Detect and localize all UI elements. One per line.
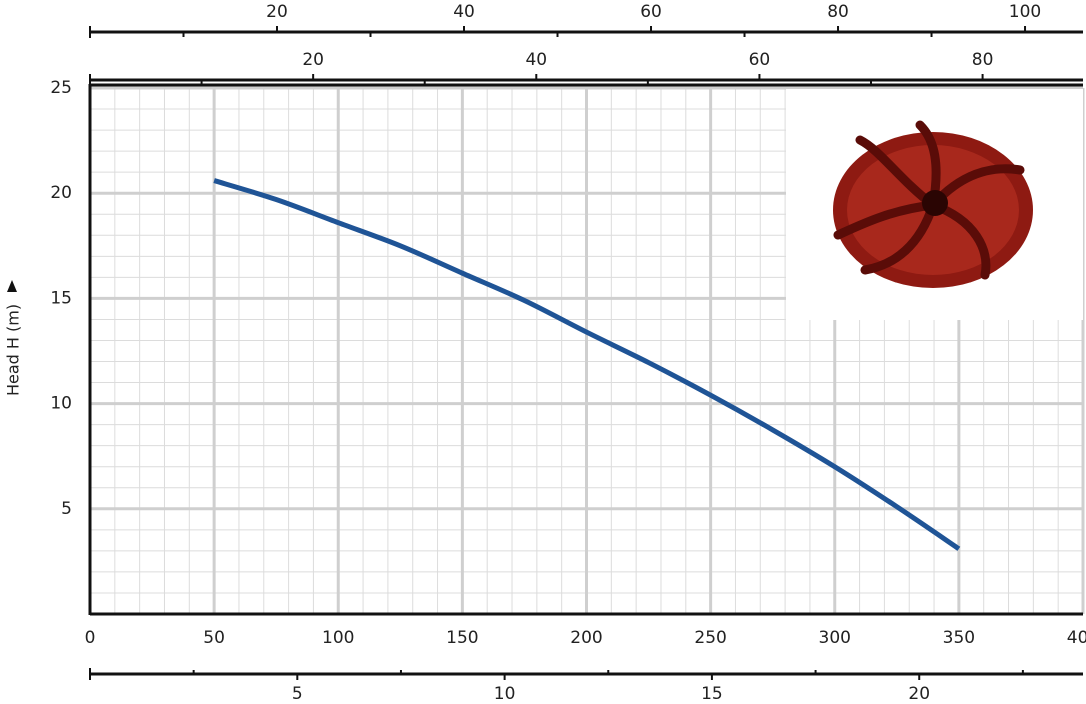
tick-label: 40 — [525, 50, 547, 70]
axes: 0 50 100 150 200 250 300 350 400 5 10 15 20 25 20 40 60 8… — [50, 2, 1086, 704]
tick-label: 80 — [972, 50, 994, 70]
tick-label: 60 — [749, 50, 771, 70]
y-tick-label: 10 — [50, 394, 72, 414]
y-axis-arrow — [7, 280, 17, 292]
x-tick-label: 50 — [203, 628, 225, 648]
tick-label: 5 — [292, 684, 303, 704]
tick-label: 80 — [827, 2, 849, 22]
tick-label: 10 — [494, 684, 516, 704]
x-tick-label: 300 — [819, 628, 851, 648]
tick-label: 60 — [640, 2, 662, 22]
x-tick-label: 0 — [85, 628, 96, 648]
tick-label: 15 — [701, 684, 723, 704]
tick-label: 20 — [302, 50, 324, 70]
tick-label: 100 — [1009, 2, 1041, 22]
x-tick-label: 350 — [943, 628, 975, 648]
y-axis-label: Head H (m) — [4, 304, 23, 396]
y-tick-label: 20 — [50, 183, 72, 203]
x-tick-label: 200 — [570, 628, 602, 648]
y-tick-label: 5 — [61, 499, 72, 519]
x-tick-label: 400 — [1067, 628, 1086, 648]
tick-label: 40 — [453, 2, 475, 22]
x-tick-label: 150 — [446, 628, 478, 648]
impeller-photo — [786, 89, 1083, 320]
tick-label: 20 — [266, 2, 288, 22]
x-tick-label: 250 — [694, 628, 726, 648]
head-curve — [213, 178, 961, 551]
tick-label: 20 — [908, 684, 930, 704]
y-tick-label: 15 — [50, 288, 72, 308]
x-tick-label: 100 — [322, 628, 354, 648]
y-tick-label: 25 — [50, 78, 72, 98]
